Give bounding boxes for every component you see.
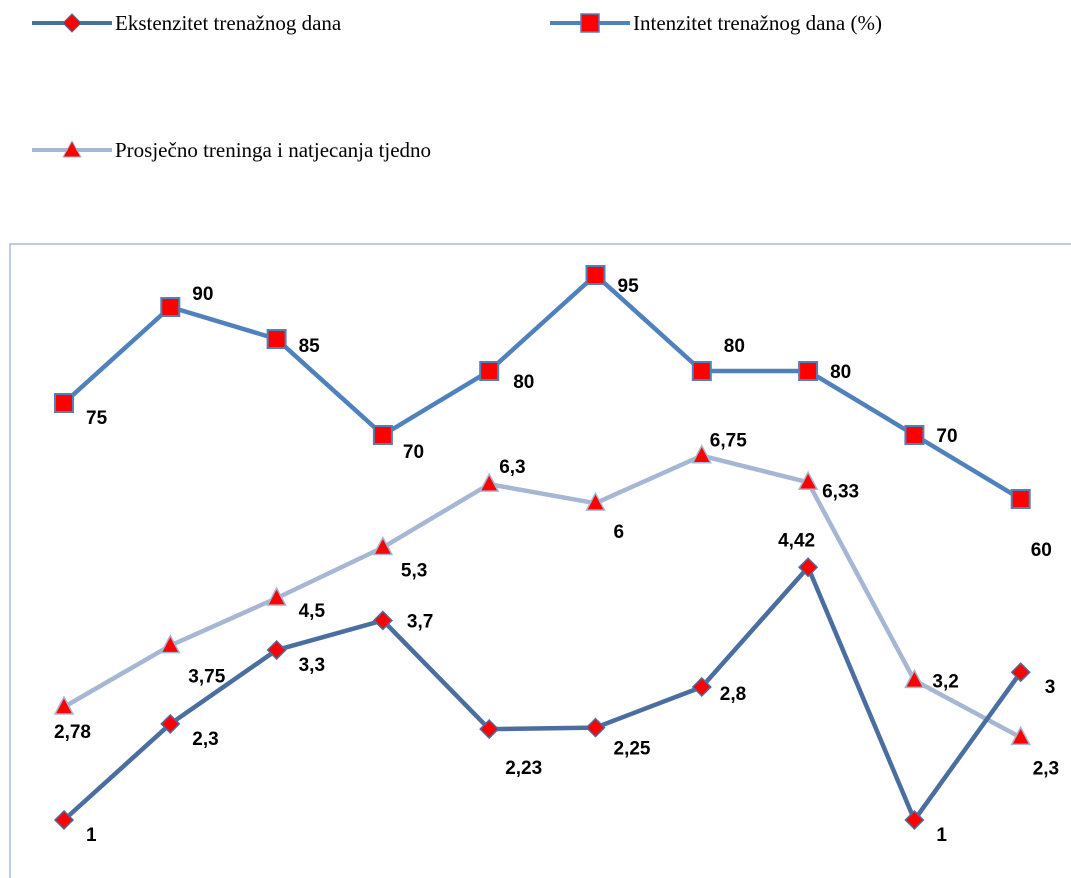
data-label-prosjecno-3: 4,5	[299, 601, 326, 622]
data-point-prosjecno-9	[904, 668, 925, 689]
legend-item-ekstenzitet: Ekstenzitet trenažnog dana	[30, 8, 341, 38]
data-point-prosjecno-3	[266, 586, 287, 606]
series-prosjecno	[53, 444, 1031, 746]
data-point-ekstenzitet-7	[691, 676, 712, 698]
data-point-prosjecno-1	[53, 695, 75, 715]
data-point-intenzitet-7	[691, 361, 712, 381]
legend-label: Ekstenzitet trenažnog dana	[115, 10, 342, 35]
legend-swatch-square	[550, 13, 630, 33]
series-line-intenzitet	[61, 272, 1023, 502]
series-layer	[53, 265, 1031, 831]
legend-label: Intenzitet trenažnog dana (%)	[633, 10, 882, 35]
data-label-intenzitet-8: 80	[830, 362, 851, 383]
data-point-ekstenzitet-8	[798, 557, 819, 578]
data-label-intenzitet-6: 95	[618, 276, 640, 297]
data-point-intenzitet-1	[54, 393, 74, 413]
legend-swatch-diamond	[32, 13, 112, 33]
data-point-prosjecno-4	[372, 535, 394, 556]
data-label-prosjecno-4: 5,3	[401, 560, 427, 581]
data-point-intenzitet-10	[1010, 489, 1031, 509]
data-point-ekstenzitet-6	[585, 717, 606, 738]
data-point-intenzitet-6	[585, 265, 606, 285]
data-point-ekstenzitet-9	[904, 809, 925, 831]
series-line-ekstenzitet	[61, 565, 1023, 823]
data-point-prosjecno-8	[797, 470, 819, 491]
data-label-intenzitet-9: 70	[936, 426, 957, 447]
data-label-prosjecno-1: 2,78	[54, 722, 91, 743]
data-point-intenzitet-5	[479, 361, 500, 381]
data-point-intenzitet-9	[904, 425, 925, 445]
data-label-prosjecno-5: 6,3	[499, 457, 525, 478]
data-label-ekstenzitet-5: 2,23	[505, 758, 542, 779]
plot-area-border	[9, 243, 1071, 878]
data-point-ekstenzitet-10	[1010, 662, 1031, 683]
data-point-ekstenzitet-1	[53, 809, 75, 831]
data-point-intenzitet-4	[372, 425, 393, 445]
data-label-intenzitet-3: 85	[299, 336, 321, 357]
data-label-prosjecno-10: 2,3	[1033, 758, 1059, 779]
legend-label: Prosječno treninga i natjecanja tjedno	[115, 137, 432, 162]
data-label-layer: 2,78 3,75 4,5 5,3 6,3 6 6,75 6,33 3,2 2,3 1 2,3 3,3 3…	[54, 276, 1059, 846]
series-intenzitet	[54, 265, 1031, 509]
data-label-ekstenzitet-4: 3,7	[407, 611, 433, 632]
data-label-intenzitet-1: 75	[86, 408, 108, 429]
data-label-ekstenzitet-3: 3,3	[299, 655, 325, 676]
data-point-intenzitet-8	[798, 361, 819, 381]
data-point-intenzitet-3	[266, 329, 287, 349]
data-point-ekstenzitet-4	[372, 610, 393, 631]
legend-item-prosjecno: Prosječno treninga i natjecanja tjedno	[30, 135, 431, 165]
series-line-prosjecno	[61, 453, 1023, 740]
data-point-prosjecno-7	[691, 444, 713, 464]
data-label-intenzitet-5: 80	[513, 372, 534, 393]
data-label-ekstenzitet-10: 3	[1045, 677, 1056, 698]
data-point-prosjecno-2	[160, 633, 181, 654]
data-point-ekstenzitet-5	[479, 719, 500, 740]
data-label-ekstenzitet-1: 1	[86, 825, 97, 846]
data-label-intenzitet-7: 80	[724, 336, 745, 357]
data-point-ekstenzitet-3	[266, 639, 287, 661]
series-ekstenzitet	[53, 557, 1031, 831]
legend-swatch-triangle	[32, 139, 112, 158]
data-point-prosjecno-5	[478, 472, 500, 492]
data-label-prosjecno-7: 6,75	[710, 431, 747, 452]
data-label-intenzitet-2: 90	[192, 284, 213, 305]
data-point-ekstenzitet-2	[160, 713, 181, 734]
data-label-ekstenzitet-7: 2,8	[720, 684, 746, 705]
data-label-ekstenzitet-6: 2,25	[614, 739, 651, 760]
data-label-prosjecno-8: 6,33	[822, 481, 859, 502]
data-point-prosjecno-6	[585, 491, 606, 511]
data-point-intenzitet-2	[160, 297, 181, 317]
data-label-ekstenzitet-2: 2,3	[192, 729, 218, 750]
data-label-prosjecno-9: 3,2	[932, 671, 958, 692]
data-label-ekstenzitet-9: 1	[936, 825, 947, 846]
data-label-intenzitet-4: 70	[403, 442, 424, 463]
legend-item-intenzitet: Intenzitet trenažnog dana (%)	[548, 8, 882, 38]
data-point-prosjecno-10	[1010, 725, 1031, 746]
data-label-prosjecno-6: 6	[614, 522, 625, 543]
data-label-ekstenzitet-8: 4,42	[778, 530, 815, 551]
data-label-prosjecno-2: 3,75	[188, 667, 225, 688]
data-label-intenzitet-10: 60	[1031, 540, 1052, 561]
